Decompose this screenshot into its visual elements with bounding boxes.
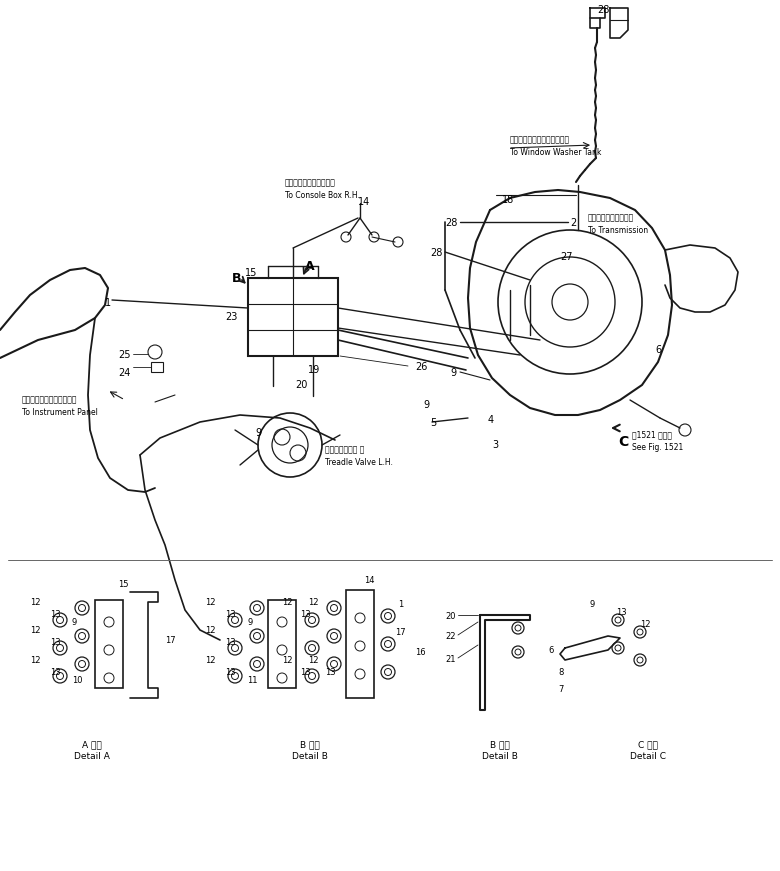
Text: コンソールボックス右へ: コンソールボックス右へ	[285, 178, 336, 187]
Text: 28: 28	[430, 248, 442, 258]
Text: 12: 12	[205, 656, 215, 665]
Text: 1: 1	[105, 298, 111, 308]
Text: 13: 13	[616, 608, 626, 617]
Text: 9: 9	[72, 618, 77, 627]
Text: 13: 13	[50, 610, 61, 619]
Text: トレドルバルブ 左: トレドルバルブ 左	[325, 445, 364, 454]
Text: 20: 20	[295, 380, 307, 390]
Bar	[346, 590, 374, 698]
Text: 4: 4	[488, 415, 494, 425]
Text: Detail B: Detail B	[292, 752, 328, 761]
Text: 12: 12	[205, 598, 215, 607]
Text: 24: 24	[118, 368, 130, 378]
Text: 12: 12	[30, 656, 41, 665]
Text: 5: 5	[430, 418, 436, 428]
Text: 14: 14	[358, 197, 370, 207]
Text: 13: 13	[50, 638, 61, 647]
Text: Detail C: Detail C	[630, 752, 666, 761]
Text: Treadle Valve L.H.: Treadle Valve L.H.	[325, 458, 393, 467]
Text: 12: 12	[640, 620, 651, 629]
Text: 13: 13	[225, 638, 236, 647]
Text: 15: 15	[245, 268, 257, 278]
Text: To Console Box R.H.: To Console Box R.H.	[285, 191, 360, 200]
Bar	[95, 600, 123, 688]
Text: 19: 19	[308, 365, 321, 375]
Bar	[248, 278, 338, 356]
Text: 20: 20	[445, 612, 456, 621]
Text: To Instrument Panel: To Instrument Panel	[22, 408, 98, 417]
Text: 9: 9	[247, 618, 252, 627]
Text: 13: 13	[225, 610, 236, 619]
Text: To Window Washer Tank: To Window Washer Tank	[510, 148, 601, 157]
Text: 6: 6	[548, 646, 553, 655]
Text: B 詳細: B 詳細	[300, 740, 320, 749]
Text: 3: 3	[492, 440, 498, 450]
Text: 17: 17	[395, 628, 406, 637]
Text: 13: 13	[325, 668, 335, 677]
Text: 23: 23	[225, 312, 237, 322]
Text: 12: 12	[205, 626, 215, 635]
Text: 9: 9	[423, 400, 429, 410]
Text: 13: 13	[225, 668, 236, 677]
Text: 16: 16	[415, 648, 426, 657]
Text: B 詳細: B 詳細	[490, 740, 510, 749]
Text: 12: 12	[30, 626, 41, 635]
Text: A 詳細: A 詳細	[82, 740, 102, 749]
Text: 22: 22	[445, 632, 456, 641]
Text: 26: 26	[415, 362, 427, 372]
Text: To Transmission: To Transmission	[588, 226, 648, 235]
Text: 18: 18	[502, 195, 514, 205]
Text: 9: 9	[450, 368, 456, 378]
Text: 1: 1	[398, 600, 403, 609]
Text: 13: 13	[300, 668, 310, 677]
Text: 9: 9	[590, 600, 595, 609]
Text: 27: 27	[560, 252, 573, 262]
Text: 28: 28	[445, 218, 457, 228]
Text: 図1521 図参照: 図1521 図参照	[632, 430, 672, 439]
Text: Detail B: Detail B	[482, 752, 518, 761]
Text: 28: 28	[597, 5, 609, 15]
Text: 12: 12	[308, 656, 318, 665]
Text: ウインドウォッシャタンクへ: ウインドウォッシャタンクへ	[510, 135, 570, 144]
Text: A: A	[305, 260, 314, 273]
Text: Detail A: Detail A	[74, 752, 110, 761]
Text: 12: 12	[282, 598, 292, 607]
Text: 13: 13	[50, 668, 61, 677]
Text: 12: 12	[308, 598, 318, 607]
Text: C 詳細: C 詳細	[638, 740, 658, 749]
Text: 21: 21	[445, 655, 456, 664]
Text: See Fig. 1521: See Fig. 1521	[632, 443, 683, 452]
Text: 15: 15	[118, 580, 129, 589]
Text: 25: 25	[118, 350, 130, 360]
Text: 2: 2	[570, 218, 576, 228]
Text: トランスミッションへ: トランスミッションへ	[588, 213, 634, 222]
Bar	[151, 362, 163, 372]
Text: C: C	[618, 435, 628, 449]
Text: 12: 12	[30, 598, 41, 607]
Text: B: B	[232, 272, 242, 285]
Text: インスツルメントパネルへ: インスツルメントパネルへ	[22, 395, 77, 404]
Text: 11: 11	[247, 676, 257, 685]
Text: 13: 13	[300, 610, 310, 619]
Text: 14: 14	[364, 576, 374, 585]
Text: 6: 6	[655, 345, 661, 355]
Text: 9: 9	[255, 428, 261, 438]
Text: 8: 8	[558, 668, 563, 677]
Text: 10: 10	[72, 676, 83, 685]
Bar	[268, 600, 296, 688]
Text: 17: 17	[165, 636, 176, 645]
Text: 7: 7	[558, 685, 563, 694]
Text: 12: 12	[282, 656, 292, 665]
